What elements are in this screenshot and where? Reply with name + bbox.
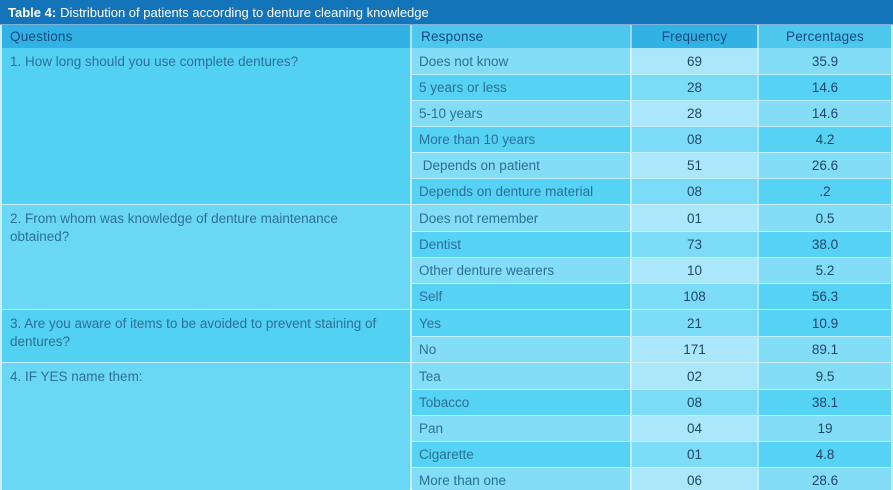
table-row: Tea 02 9.5: [412, 363, 891, 389]
frequency-cell: 51: [630, 153, 757, 178]
frequency-cell: 02: [630, 363, 757, 389]
response-cell: 5-10 years: [412, 101, 630, 126]
response-rows: Tea 02 9.5 Tobacco 08 38.1 Pan 04 19 Cigarette 01 4…: [410, 362, 891, 490]
frequency-cell: 69: [630, 48, 757, 74]
percentage-cell: 5.2: [757, 258, 891, 283]
table-row: 5 years or less 28 14.6: [412, 74, 891, 100]
response-cell: Pan: [412, 416, 630, 441]
table-row: Depends on denture material 08.2: [412, 178, 891, 204]
response-rows: Does not know 69 35.9 5 years or less 28 14.6…: [410, 48, 891, 204]
percentage-cell: 38.1: [757, 390, 891, 415]
question-cell: 3. Are you aware of items to be avoided …: [2, 309, 410, 362]
table-row: Cigarette 01 4.8: [412, 441, 891, 467]
percentage-cell: 4.8: [757, 442, 891, 467]
question-cell: 2. From whom was knowledge of denture ma…: [2, 204, 410, 309]
response-cell: Does not know: [412, 48, 630, 74]
column-header-frequency: Frequency: [630, 25, 757, 48]
table-body: 1. How long should you use complete dent…: [2, 48, 891, 490]
table-title-label: Table 4:: [8, 5, 57, 20]
frequency-cell: 28: [630, 75, 757, 100]
frequency-cell: 73: [630, 232, 757, 257]
response-cell: Yes: [412, 310, 630, 336]
response-cell: Tobacco: [412, 390, 630, 415]
table-row: Self 108 56.3: [412, 283, 891, 309]
table-row: Tobacco 08 38.1: [412, 389, 891, 415]
percentage-cell: 28.6: [757, 468, 891, 490]
table-row: Dentist 73 38.0: [412, 231, 891, 257]
percentage-cell: 35.9: [757, 48, 891, 74]
response-cell: Self: [412, 284, 630, 309]
table-header-row: Questions Response Frequency Percentages: [2, 25, 891, 48]
frequency-cell: 28: [630, 101, 757, 126]
table-row: Other denture wearers 10 5.2: [412, 257, 891, 283]
percentage-cell: 26.6: [757, 153, 891, 178]
percentage-cell: 14.6: [757, 101, 891, 126]
table-title-bar: Table 4: Distribution of patients accordi…: [0, 0, 893, 25]
response-cell: More than 10 years: [412, 127, 630, 152]
response-cell: Tea: [412, 363, 630, 389]
response-cell: Cigarette: [412, 442, 630, 467]
response-cell: Dentist: [412, 232, 630, 257]
response-cell: Does not remember: [412, 205, 630, 231]
response-cell: Depends on patient: [412, 153, 630, 178]
table-row: More than one 06 28.6: [412, 467, 891, 490]
table-row: Pan 04 19: [412, 415, 891, 441]
table-row: Yes 21 10.9: [412, 310, 891, 336]
table-frame: Questions Response Frequency Percentages…: [0, 25, 893, 490]
question-block: 2. From whom was knowledge of denture ma…: [2, 204, 891, 309]
response-cell: 5 years or less: [412, 75, 630, 100]
frequency-cell: 171: [630, 337, 757, 362]
percentage-cell: 56.3: [757, 284, 891, 309]
percentage-cell: .2: [757, 179, 891, 204]
response-cell: No: [412, 337, 630, 362]
table-row: More than 10 years 08 4.2: [412, 126, 891, 152]
response-cell: More than one: [412, 468, 630, 490]
question-block: 1. How long should you use complete dent…: [2, 48, 891, 204]
question-block: 3. Are you aware of items to be avoided …: [2, 309, 891, 362]
column-header-percentages: Percentages: [757, 25, 891, 48]
response-cell: Depends on denture material: [412, 179, 630, 204]
percentage-cell: 9.5: [757, 363, 891, 389]
question-cell: 1. How long should you use complete dent…: [2, 48, 410, 204]
frequency-cell: 04: [630, 416, 757, 441]
column-header-questions: Questions: [2, 25, 410, 48]
frequency-cell: 108: [630, 284, 757, 309]
percentage-cell: 89.1: [757, 337, 891, 362]
table-row: 5-10 years 28 14.6: [412, 100, 891, 126]
frequency-cell: 01: [630, 205, 757, 231]
percentage-cell: 4.2: [757, 127, 891, 152]
response-rows: Yes 21 10.9 No 171 89.1: [410, 309, 891, 362]
percentage-cell: 10.9: [757, 310, 891, 336]
table-row: Depends on patient 51 26.6: [412, 152, 891, 178]
question-cell: 4. IF YES name them:: [2, 362, 410, 490]
frequency-cell: 06: [630, 468, 757, 490]
percentage-cell: 14.6: [757, 75, 891, 100]
frequency-cell: 08: [630, 179, 757, 204]
frequency-cell: 10: [630, 258, 757, 283]
frequency-cell: 21: [630, 310, 757, 336]
question-block: 4. IF YES name them: Tea 02 9.5 Tobacco 08 38.…: [2, 362, 891, 490]
frequency-cell: 08: [630, 127, 757, 152]
table-title-text: Distribution of patients according to de…: [60, 5, 429, 20]
table-row: Does not know 69 35.9: [412, 48, 891, 74]
percentage-cell: 19: [757, 416, 891, 441]
percentage-cell: 0.5: [757, 205, 891, 231]
frequency-cell: 01: [630, 442, 757, 467]
percentage-cell: 38.0: [757, 232, 891, 257]
response-rows: Does not remember 01 0.5 Dentist 73 38.0 Other…: [410, 204, 891, 309]
table-row: No 171 89.1: [412, 336, 891, 362]
table-row: Does not remember 01 0.5: [412, 205, 891, 231]
response-cell: Other denture wearers: [412, 258, 630, 283]
column-header-response: Response: [410, 25, 630, 48]
frequency-cell: 08: [630, 390, 757, 415]
